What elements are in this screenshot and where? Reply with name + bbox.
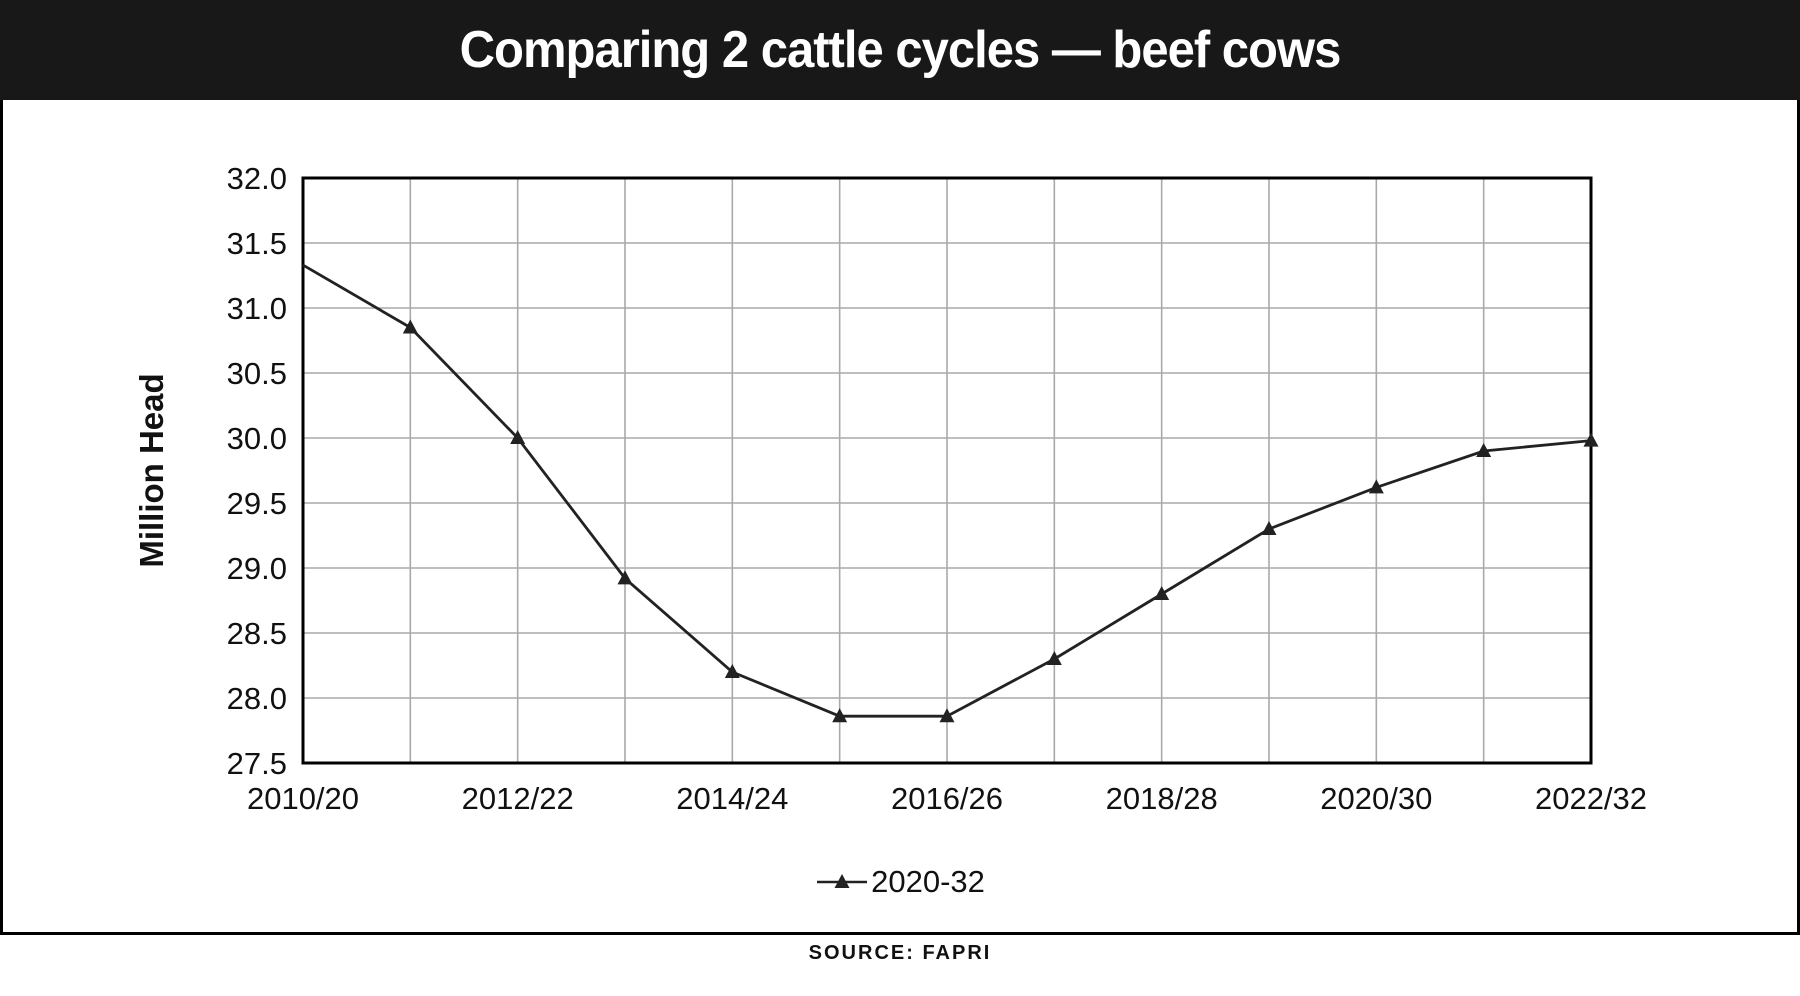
svg-text:2016/26: 2016/26 — [891, 781, 1003, 816]
chart-title: Comparing 2 cattle cycles — beef cows — [459, 21, 1342, 79]
source-text: SOURCE: FAPRI — [808, 942, 992, 964]
svg-text:30.0: 30.0 — [227, 421, 287, 456]
x-axis-tick-labels: 2010/20 2012/22 2014/24 2016/26 2018/28 2020/… — [247, 781, 1647, 816]
line-chart: 32.0 31.5 31.0 30.5 30.0 29.5 29.0 28.5 28.0 27.5… — [133, 161, 1647, 816]
legend-label: 2020-32 — [871, 864, 985, 899]
chart-title-bar: Comparing 2 cattle cycles — beef cows — [0, 0, 1800, 100]
svg-text:31.5: 31.5 — [227, 226, 287, 261]
svg-text:32.0: 32.0 — [227, 161, 287, 196]
svg-text:2020/30: 2020/30 — [1320, 781, 1432, 816]
y-axis-tick-labels: 32.0 31.5 31.0 30.5 30.0 29.5 29.0 28.5 28.0 27.5 — [227, 161, 287, 781]
chart-figure: 32.0 31.5 31.0 30.5 30.0 29.5 29.0 28.5 28.0 27.5… — [0, 100, 1800, 935]
gridlines — [303, 178, 1591, 763]
svg-text:28.5: 28.5 — [227, 616, 287, 651]
svg-text:2010/20: 2010/20 — [247, 781, 359, 816]
y-axis-title: Million Head — [133, 373, 170, 567]
svg-text:2014/24: 2014/24 — [676, 781, 788, 816]
plot-border — [301, 176, 1593, 765]
svg-text:2018/28: 2018/28 — [1106, 781, 1218, 816]
svg-text:2022/32: 2022/32 — [1535, 781, 1647, 816]
svg-text:27.5: 27.5 — [227, 746, 287, 781]
svg-text:30.5: 30.5 — [227, 356, 287, 391]
legend-marker-icon — [817, 874, 868, 888]
svg-text:2012/22: 2012/22 — [462, 781, 574, 816]
svg-text:31.0: 31.0 — [227, 291, 287, 326]
svg-text:29.0: 29.0 — [227, 551, 287, 586]
chart-legend: 2020-32 — [3, 862, 1797, 902]
svg-text:29.5: 29.5 — [227, 486, 287, 521]
svg-text:28.0: 28.0 — [227, 681, 287, 716]
series-markers — [402, 319, 1599, 723]
